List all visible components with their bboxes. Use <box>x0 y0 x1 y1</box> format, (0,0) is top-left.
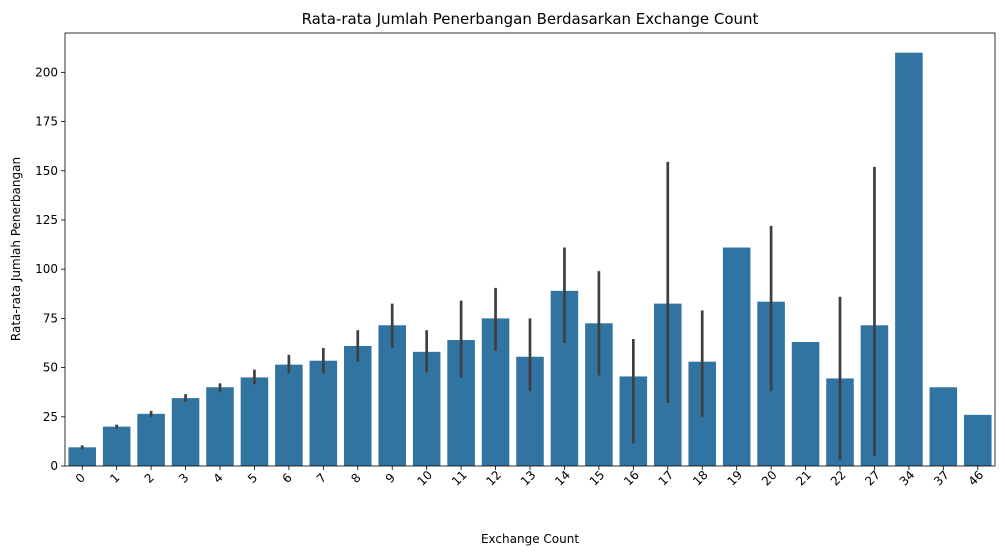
y-tick-label: 150 <box>35 164 58 178</box>
x-tick-label: 34 <box>897 468 918 489</box>
x-axis-label: Exchange Count <box>481 532 579 546</box>
x-tick-label: 1 <box>107 471 122 486</box>
bar-3 <box>171 398 200 466</box>
bar-0 <box>68 447 96 466</box>
x-tick-label: 9 <box>383 471 398 486</box>
bar-46 <box>964 414 992 466</box>
y-axis: 0 25 50 75 100 125 150 175 200 <box>35 65 65 473</box>
x-tick-label: 16 <box>621 468 642 489</box>
x-tick-label: 37 <box>931 468 952 489</box>
bar-9 <box>378 325 406 466</box>
x-tick-label: 11 <box>449 468 470 489</box>
x-tick-label: 3 <box>176 471 191 486</box>
x-tick-label: 27 <box>862 468 883 489</box>
bar-19 <box>722 247 751 466</box>
bar-1 <box>102 426 131 466</box>
y-tick-label: 75 <box>43 311 58 325</box>
x-tick-label: 46 <box>966 468 987 489</box>
x-tick-label: 4 <box>211 471 226 486</box>
bar-21 <box>791 342 820 466</box>
x-tick-label: 6 <box>279 471 294 486</box>
x-tick-label: 19 <box>724 468 745 489</box>
x-tick-label: 17 <box>656 468 677 489</box>
y-tick-label: 100 <box>35 262 58 276</box>
bar-5 <box>240 377 269 466</box>
chart-title: Rata-rata Jumlah Penerbangan Berdasarkan… <box>302 10 759 28</box>
bar-6 <box>275 364 303 466</box>
x-tick-label: 18 <box>690 468 711 489</box>
bar-7 <box>309 360 338 466</box>
bar-37 <box>929 387 958 466</box>
bar-2 <box>137 413 165 466</box>
x-tick-label: 14 <box>552 468 573 489</box>
x-tick-label: 8 <box>348 471 363 486</box>
bar-8 <box>344 345 372 466</box>
y-tick-label: 200 <box>35 65 58 79</box>
x-tick-label: 0 <box>73 471 88 486</box>
bar-34 <box>895 52 923 466</box>
bar-4 <box>206 387 234 466</box>
y-axis-label: Rata-rata Jumlah Penerbangan <box>9 157 23 341</box>
plot-frame <box>64 32 996 467</box>
x-axis: 0 1 2 3 4 5 6 7 8 9 10 11 12 13 14 15 16 17 18 19 20 21 22 27 34… <box>73 466 987 489</box>
x-tick-label: 12 <box>483 468 504 489</box>
error-bars-group <box>80 161 876 461</box>
y-tick-label: 0 <box>50 459 58 473</box>
x-tick-label: 10 <box>414 468 435 489</box>
bars-group <box>68 52 992 466</box>
x-tick-label: 7 <box>314 471 329 486</box>
x-tick-label: 5 <box>245 471 260 486</box>
x-tick-label: 21 <box>793 468 814 489</box>
y-tick-label: 125 <box>35 213 58 227</box>
x-tick-label: 20 <box>759 468 780 489</box>
y-tick-label: 25 <box>43 410 58 424</box>
y-tick-label: 50 <box>43 361 58 375</box>
x-tick-label: 2 <box>142 471 157 486</box>
x-tick-label: 15 <box>587 468 608 489</box>
x-tick-label: 22 <box>828 468 849 489</box>
x-tick-label: 13 <box>518 468 539 489</box>
y-tick-label: 175 <box>35 115 58 129</box>
